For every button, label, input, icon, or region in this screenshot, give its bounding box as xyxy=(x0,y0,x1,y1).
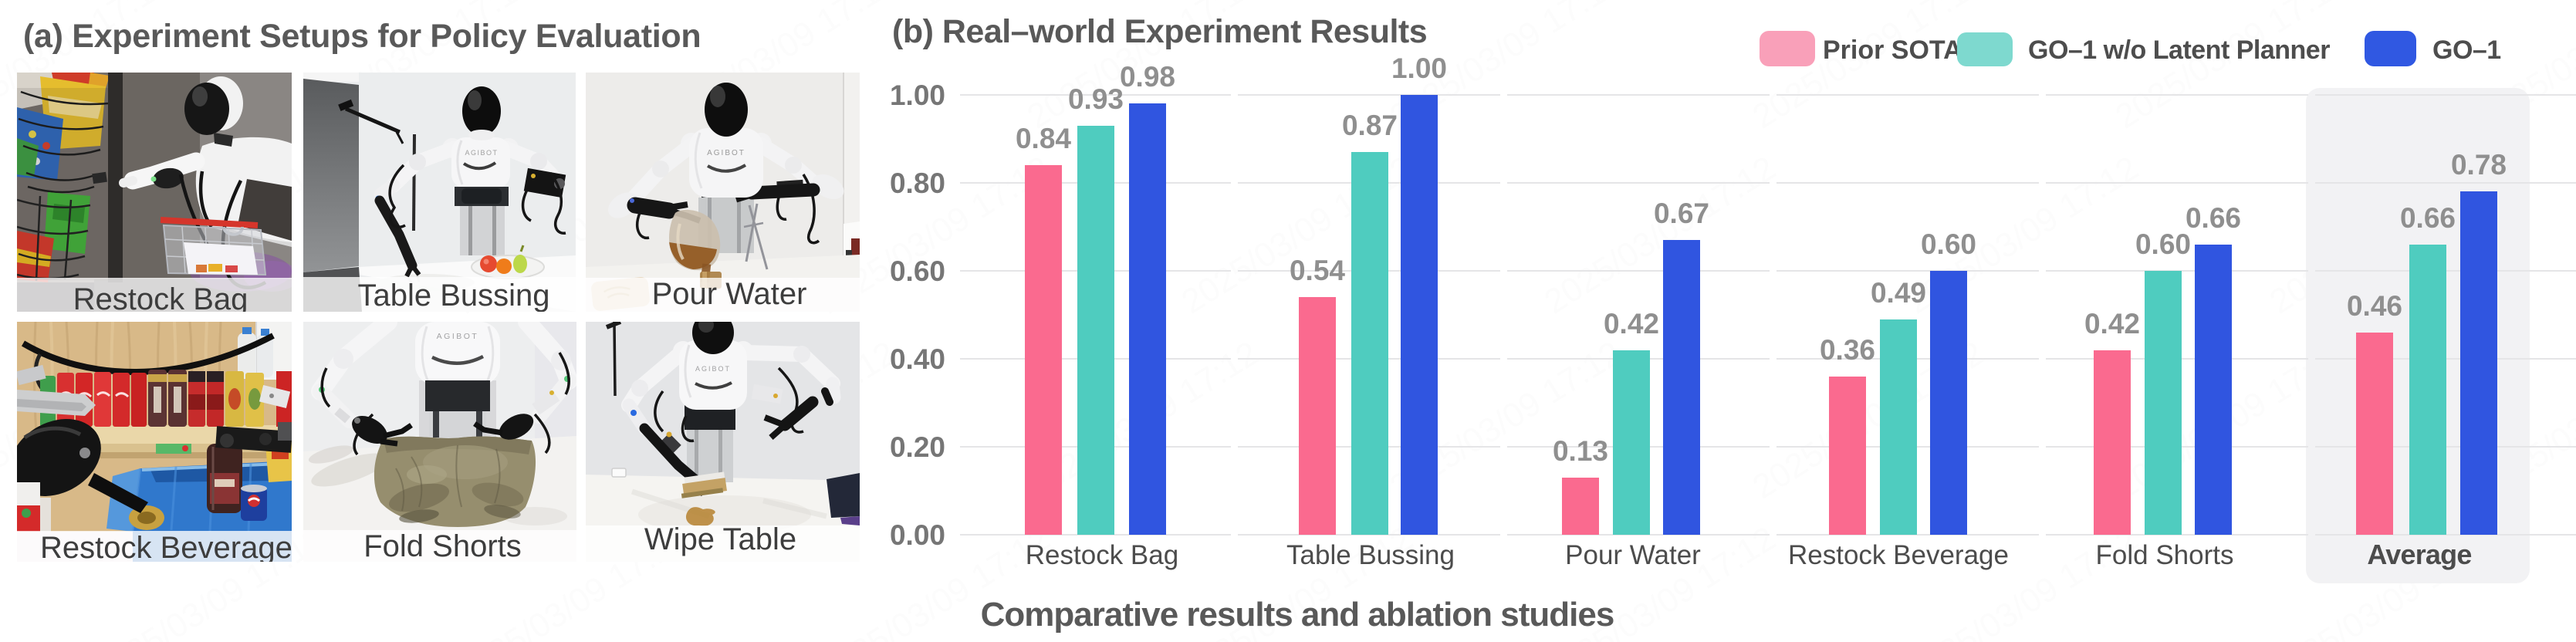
svg-text:AGIBOT: AGIBOT xyxy=(465,149,498,157)
svg-text:AGIBOT: AGIBOT xyxy=(695,365,731,373)
svg-text:AGIBOT: AGIBOT xyxy=(437,332,479,341)
svg-text:AGIBOT: AGIBOT xyxy=(707,149,745,157)
